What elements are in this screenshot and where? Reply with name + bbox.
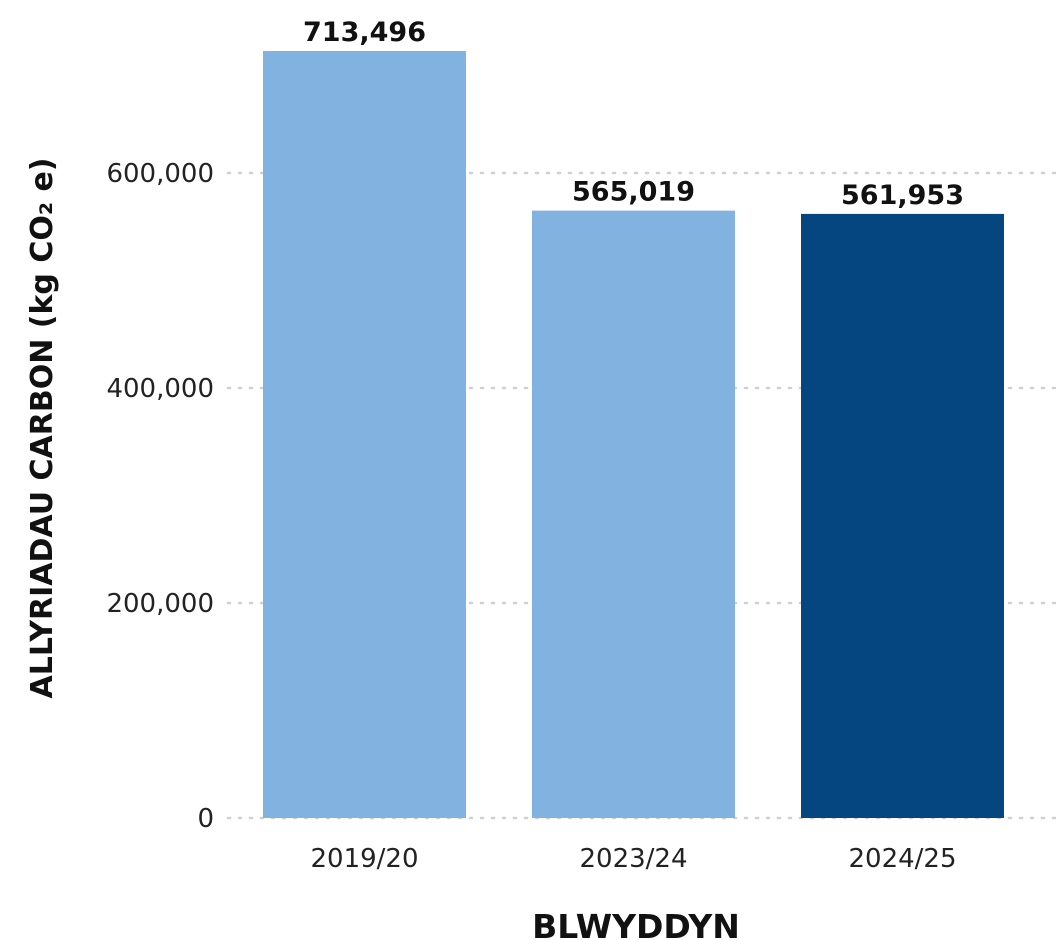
x-tick-label: 2023/24 [579, 844, 687, 874]
bar-2024-25 [801, 213, 1004, 819]
y-tick-label: 0 [197, 804, 214, 834]
y-tick-label: 600,000 [106, 159, 214, 189]
x-axis-ticks: 2019/20 2023/24 2024/25 [310, 844, 956, 874]
x-axis-title: BLWYDDYN [532, 907, 740, 940]
bar-value-label: 713,496 [303, 17, 426, 48]
bars [263, 50, 1004, 819]
bar-2019-20 [263, 50, 466, 818]
bar-2023-24 [532, 210, 735, 819]
bar-value-label: 561,953 [841, 180, 964, 211]
data-labels: 713,496 565,019 561,953 [303, 17, 964, 211]
y-axis-title: ALLYRIADAU CARBON (kg CO₂ e) [25, 158, 60, 699]
x-tick-label: 2024/25 [848, 844, 956, 874]
bar-value-label: 565,019 [572, 177, 695, 208]
y-tick-label: 400,000 [106, 374, 214, 404]
y-tick-label: 200,000 [106, 589, 214, 619]
y-axis-ticks: 0 200,000 400,000 600,000 [106, 159, 214, 834]
x-tick-label: 2019/20 [310, 844, 418, 874]
